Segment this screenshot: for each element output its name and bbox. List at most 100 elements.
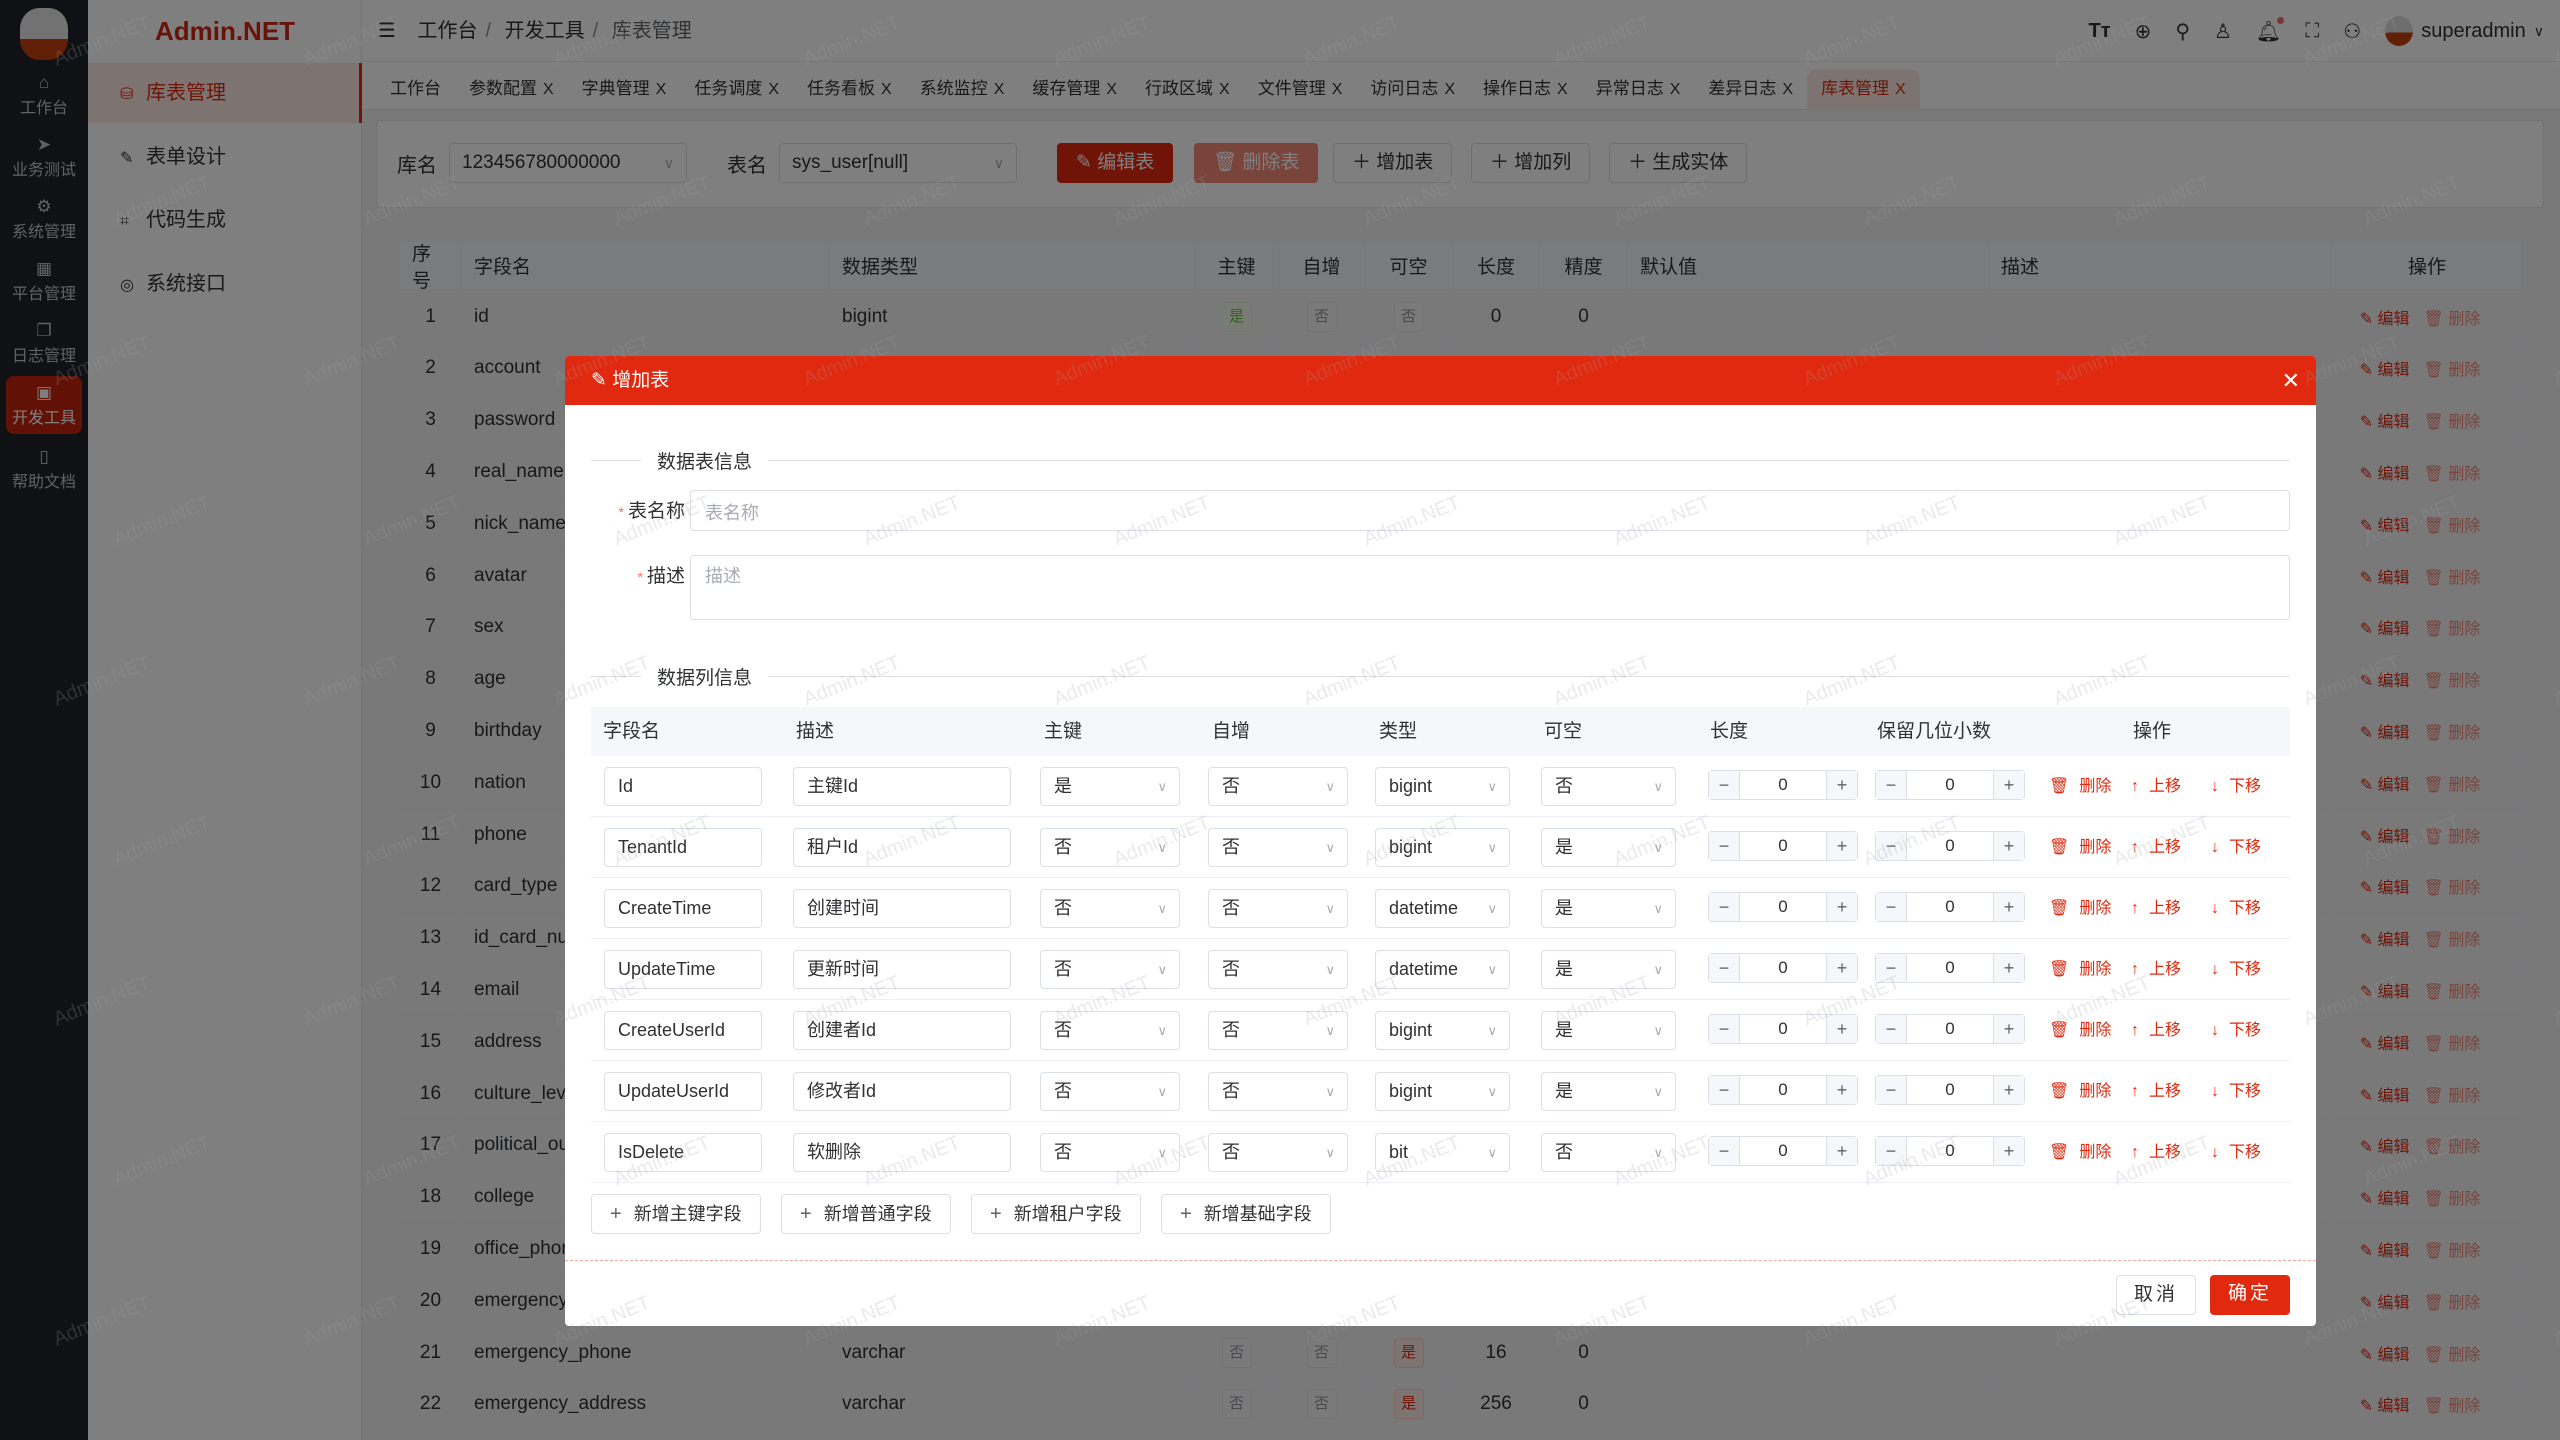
minus-button[interactable]: − [1876, 771, 1906, 799]
move-up-button[interactable]: ↑ 上移 [2131, 756, 2181, 817]
stepper-value[interactable]: 0 [1739, 893, 1827, 921]
primary-key-select[interactable]: 否 ∨ [1040, 889, 1180, 928]
auto-increment-select[interactable]: 否 ∨ [1208, 950, 1348, 989]
move-down-button[interactable]: ↓ 下移 [2211, 1061, 2261, 1122]
delete-row-button[interactable]: 🗑︎ 删除 [2049, 878, 2111, 939]
minus-button[interactable]: − [1876, 1015, 1906, 1043]
type-select[interactable]: datetime ∨ [1375, 950, 1510, 989]
type-select[interactable]: bigint ∨ [1375, 1072, 1510, 1111]
field-description-input[interactable]: 更新时间 [793, 950, 1011, 989]
type-select[interactable]: bigint ∨ [1375, 828, 1510, 867]
add-field-button-0[interactable]: + 新增主键字段 [591, 1194, 761, 1234]
minus-button[interactable]: − [1876, 1076, 1906, 1104]
field-description-input[interactable]: 软删除 [793, 1133, 1011, 1172]
delete-row-button[interactable]: 🗑︎ 删除 [2049, 756, 2111, 817]
field-name-input[interactable]: Id [604, 767, 762, 806]
move-down-button[interactable]: ↓ 下移 [2211, 1000, 2261, 1061]
field-description-input[interactable]: 修改者Id [793, 1072, 1011, 1111]
plus-button[interactable]: + [1994, 1076, 2024, 1104]
length-stepper[interactable]: −0 + [1708, 1075, 1858, 1105]
type-select[interactable]: bigint ∨ [1375, 1011, 1510, 1050]
stepper-value[interactable]: 0 [1906, 832, 1994, 860]
add-field-button-2[interactable]: + 新增租户字段 [971, 1194, 1141, 1234]
nullable-select[interactable]: 是 ∨ [1541, 1072, 1676, 1111]
move-down-button[interactable]: ↓ 下移 [2211, 939, 2261, 1000]
plus-button[interactable]: + [1994, 832, 2024, 860]
type-select[interactable]: bigint ∨ [1375, 767, 1510, 806]
primary-key-select[interactable]: 否 ∨ [1040, 1011, 1180, 1050]
plus-button[interactable]: + [1827, 1076, 1857, 1104]
stepper-value[interactable]: 0 [1906, 771, 1994, 799]
nullable-select[interactable]: 是 ∨ [1541, 889, 1676, 928]
move-up-button[interactable]: ↑ 上移 [2131, 1061, 2181, 1122]
delete-row-button[interactable]: 🗑︎ 删除 [2049, 1000, 2111, 1061]
field-description-input[interactable]: 创建时间 [793, 889, 1011, 928]
move-down-button[interactable]: ↓ 下移 [2211, 756, 2261, 817]
add-field-button-1[interactable]: + 新增普通字段 [781, 1194, 951, 1234]
minus-button[interactable]: − [1709, 1076, 1739, 1104]
decimals-stepper[interactable]: −0 + [1875, 953, 2025, 983]
length-stepper[interactable]: −0 + [1708, 1136, 1858, 1166]
primary-key-select[interactable]: 否 ∨ [1040, 828, 1180, 867]
minus-button[interactable]: − [1876, 1137, 1906, 1165]
stepper-value[interactable]: 0 [1739, 1137, 1827, 1165]
decimals-stepper[interactable]: −0 + [1875, 892, 2025, 922]
minus-button[interactable]: − [1709, 893, 1739, 921]
minus-button[interactable]: − [1709, 832, 1739, 860]
cancel-button[interactable]: 取消 [2116, 1275, 2196, 1315]
decimals-stepper[interactable]: −0 + [1875, 1136, 2025, 1166]
stepper-value[interactable]: 0 [1739, 954, 1827, 982]
move-down-button[interactable]: ↓ 下移 [2211, 817, 2261, 878]
description-textarea[interactable]: 描述 [690, 555, 2290, 620]
delete-row-button[interactable]: 🗑︎ 删除 [2049, 939, 2111, 1000]
field-description-input[interactable]: 租户Id [793, 828, 1011, 867]
primary-key-select[interactable]: 否 ∨ [1040, 1072, 1180, 1111]
stepper-value[interactable]: 0 [1906, 893, 1994, 921]
minus-button[interactable]: − [1709, 1015, 1739, 1043]
stepper-value[interactable]: 0 [1739, 771, 1827, 799]
stepper-value[interactable]: 0 [1739, 1076, 1827, 1104]
plus-button[interactable]: + [1994, 893, 2024, 921]
stepper-value[interactable]: 0 [1906, 954, 1994, 982]
minus-button[interactable]: − [1709, 1137, 1739, 1165]
delete-row-button[interactable]: 🗑︎ 删除 [2049, 1122, 2111, 1183]
field-description-input[interactable]: 创建者Id [793, 1011, 1011, 1050]
decimals-stepper[interactable]: −0 + [1875, 1014, 2025, 1044]
move-up-button[interactable]: ↑ 上移 [2131, 817, 2181, 878]
field-name-input[interactable]: CreateUserId [604, 1011, 762, 1050]
field-name-input[interactable]: IsDelete [604, 1133, 762, 1172]
type-select[interactable]: bit ∨ [1375, 1133, 1510, 1172]
stepper-value[interactable]: 0 [1906, 1137, 1994, 1165]
nullable-select[interactable]: 是 ∨ [1541, 1011, 1676, 1050]
minus-button[interactable]: − [1709, 954, 1739, 982]
auto-increment-select[interactable]: 否 ∨ [1208, 889, 1348, 928]
nullable-select[interactable]: 是 ∨ [1541, 828, 1676, 867]
decimals-stepper[interactable]: −0 + [1875, 770, 2025, 800]
auto-increment-select[interactable]: 否 ∨ [1208, 767, 1348, 806]
move-up-button[interactable]: ↑ 上移 [2131, 878, 2181, 939]
primary-key-select[interactable]: 否 ∨ [1040, 1133, 1180, 1172]
primary-key-select[interactable]: 是 ∨ [1040, 767, 1180, 806]
plus-button[interactable]: + [1994, 771, 2024, 799]
field-name-input[interactable]: TenantId [604, 828, 762, 867]
plus-button[interactable]: + [1827, 954, 1857, 982]
add-field-button-3[interactable]: + 新增基础字段 [1161, 1194, 1331, 1234]
length-stepper[interactable]: −0 + [1708, 953, 1858, 983]
move-down-button[interactable]: ↓ 下移 [2211, 1122, 2261, 1183]
delete-row-button[interactable]: 🗑︎ 删除 [2049, 1061, 2111, 1122]
decimals-stepper[interactable]: −0 + [1875, 831, 2025, 861]
nullable-select[interactable]: 否 ∨ [1541, 767, 1676, 806]
auto-increment-select[interactable]: 否 ∨ [1208, 828, 1348, 867]
minus-button[interactable]: − [1876, 893, 1906, 921]
move-up-button[interactable]: ↑ 上移 [2131, 939, 2181, 1000]
plus-button[interactable]: + [1827, 771, 1857, 799]
stepper-value[interactable]: 0 [1739, 1015, 1827, 1043]
field-name-input[interactable]: CreateTime [604, 889, 762, 928]
length-stepper[interactable]: −0 + [1708, 770, 1858, 800]
nullable-select[interactable]: 是 ∨ [1541, 950, 1676, 989]
auto-increment-select[interactable]: 否 ∨ [1208, 1133, 1348, 1172]
length-stepper[interactable]: −0 + [1708, 1014, 1858, 1044]
move-down-button[interactable]: ↓ 下移 [2211, 878, 2261, 939]
stepper-value[interactable]: 0 [1739, 832, 1827, 860]
delete-row-button[interactable]: 🗑︎ 删除 [2049, 817, 2111, 878]
